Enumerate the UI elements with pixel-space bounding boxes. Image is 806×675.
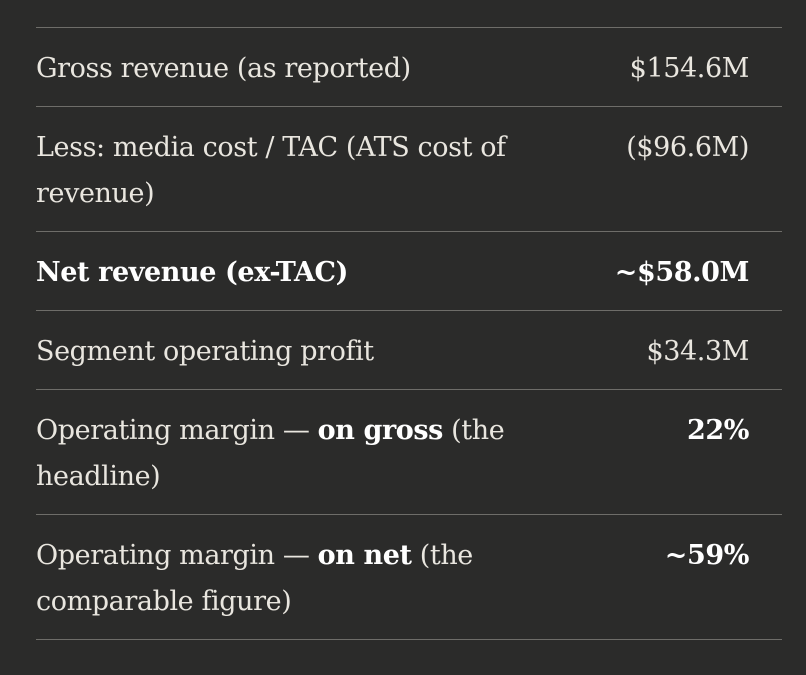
row-label: Net revenue (ex-TAC) (36, 257, 348, 288)
row-label: Operating margin — on gross (the headlin… (36, 408, 506, 500)
row-value: 22% (686, 415, 749, 446)
table-row-margin-net: Operating margin — on net (the comparabl… (36, 515, 782, 640)
row-value: ($96.6M) (626, 132, 749, 163)
row-label: Less: media cost / TAC (ATS cost of reve… (36, 132, 506, 209)
label-emphasis: on gross (317, 415, 444, 446)
label-prefix: Operating margin — (36, 415, 318, 446)
table-row-media-cost: Less: media cost / TAC (ATS cost of reve… (36, 107, 782, 232)
financial-table: Gross revenue (as reported) $154.6M Less… (36, 27, 782, 640)
table-row-gross-revenue: Gross revenue (as reported) $154.6M (36, 28, 782, 107)
label-suffix: (the comparable figure) (36, 540, 473, 617)
row-value: ~59% (664, 540, 750, 571)
table-row-segment-profit: Segment operating profit $34.3M (36, 311, 782, 390)
row-value: $34.3M (646, 336, 749, 367)
row-value: ~$58.0M (614, 257, 750, 288)
row-label: Gross revenue (as reported) (36, 53, 411, 84)
row-value: $154.6M (629, 53, 750, 84)
label-suffix: (the headline) (36, 415, 505, 492)
label-emphasis: on net (317, 540, 412, 571)
row-label: Operating margin — on net (the comparabl… (36, 533, 506, 625)
label-prefix: Operating margin — (36, 540, 318, 571)
row-label: Segment operating profit (36, 336, 374, 367)
table-row-net-revenue: Net revenue (ex-TAC) ~$58.0M (36, 232, 782, 311)
table-row-margin-gross: Operating margin — on gross (the headlin… (36, 390, 782, 515)
